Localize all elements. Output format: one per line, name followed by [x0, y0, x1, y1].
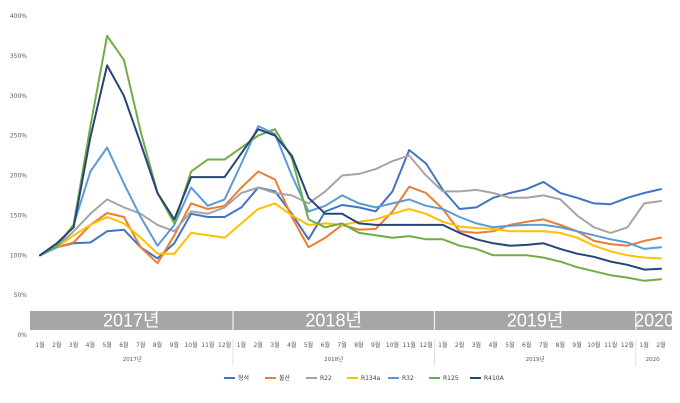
x-axis: 1월 2월 3월 4월 5월 6월 7월 8월 9월 10월 11월 12월 1월 2월 3월 4월 5월 6월 7…: [35, 339, 666, 366]
legend-label: 불산: [279, 374, 291, 382]
legend: 형석 불산 R22 R134a R32 R125 R410A: [224, 374, 505, 382]
year-band: [233, 311, 434, 330]
x-tick-label: 8월: [153, 341, 162, 349]
x-tick-label: 2월: [254, 341, 263, 349]
x-tick-label: 12월: [218, 341, 231, 349]
x-tick-label: 10월: [184, 341, 197, 349]
y-tick-label: 400%: [10, 13, 27, 20]
x-tick-label: 11월: [403, 341, 416, 349]
y-tick-label: 0%: [17, 332, 27, 339]
x-tick-label: 4월: [287, 341, 296, 349]
series-line: [39, 34, 662, 282]
x-tick-label: 9월: [170, 341, 179, 349]
x-tick-label: 6월: [522, 341, 531, 349]
x-tick-label: 10월: [386, 341, 399, 349]
y-tick-label: 150%: [10, 212, 27, 219]
year-band-label: 2019년: [507, 311, 564, 331]
x-tick-label: 7월: [539, 341, 548, 349]
year-band-label: 2018년: [305, 311, 362, 331]
x-tick-label: 9월: [572, 341, 581, 349]
x-tick-label: 8월: [354, 341, 363, 349]
x-tick-label: 1월: [438, 341, 447, 349]
x-tick-label: 5월: [505, 341, 514, 349]
x-tick-label: 12월: [621, 341, 634, 349]
series-line: [39, 202, 662, 260]
x-tick-label: 5월: [102, 341, 111, 349]
year-label: 2018년: [324, 355, 343, 363]
series-line: [39, 170, 662, 265]
x-tick-label: 2월: [455, 341, 464, 349]
year-band: [434, 311, 636, 330]
x-tick-label: 5월: [304, 341, 313, 349]
legend-label: 형석: [238, 374, 249, 382]
x-tick-label: 7월: [337, 341, 346, 349]
year-band: [636, 311, 672, 330]
x-tick-label: 12월: [419, 341, 432, 349]
legend-label: R410A: [484, 375, 505, 382]
x-tick-label: 2월: [52, 341, 61, 349]
series-line: [39, 64, 662, 271]
year-band-label: 2020: [634, 311, 674, 331]
series-line: [39, 154, 662, 257]
series-line: [39, 149, 662, 260]
x-tick-label: 3월: [270, 341, 279, 349]
series-line: [39, 125, 662, 257]
x-tick-label: 7월: [136, 341, 145, 349]
x-tick-label: 8월: [556, 341, 565, 349]
x-tick-label: 1월: [640, 341, 649, 349]
year-label: 2019년: [526, 355, 545, 363]
x-tick-label: 9월: [371, 341, 380, 349]
x-tick-label: 2월: [656, 341, 665, 349]
x-tick-label: 4월: [488, 341, 497, 349]
legend-label: R22: [320, 375, 332, 382]
x-tick-label: 10월: [587, 341, 600, 349]
year-band-label: 2017년: [103, 311, 160, 331]
x-tick-label: 3월: [69, 341, 78, 349]
y-tick-label: 100%: [10, 252, 27, 259]
legend-label: R125: [443, 375, 459, 382]
y-tick-label: 250%: [10, 133, 27, 140]
year-band: [30, 311, 233, 330]
x-tick-label: 1월: [237, 341, 246, 349]
x-tick-label: 3월: [472, 341, 481, 349]
y-tick-label: 300%: [10, 93, 27, 100]
year-label: 2020: [646, 357, 660, 363]
y-tick-label: 350%: [10, 53, 27, 60]
x-tick-label: 6월: [321, 341, 330, 349]
y-tick-label: 50%: [14, 292, 28, 299]
series-lines: [39, 34, 662, 282]
year-label: 2017년: [123, 355, 142, 363]
x-tick-label: 11월: [201, 341, 214, 349]
year-bands: 2017년 2018년 2019년 2020: [30, 311, 674, 331]
y-axis: 0% 50% 100% 150% 200% 250% 300% 350% 400%: [10, 13, 27, 339]
y-tick-label: 200%: [10, 173, 27, 180]
x-tick-label: 11월: [604, 341, 617, 349]
x-tick-label: 6월: [119, 341, 128, 349]
x-tick-label: 4월: [86, 341, 95, 349]
legend-label: R134a: [361, 375, 381, 382]
x-tick-label: 1월: [35, 341, 44, 349]
legend-label: R32: [402, 375, 414, 382]
